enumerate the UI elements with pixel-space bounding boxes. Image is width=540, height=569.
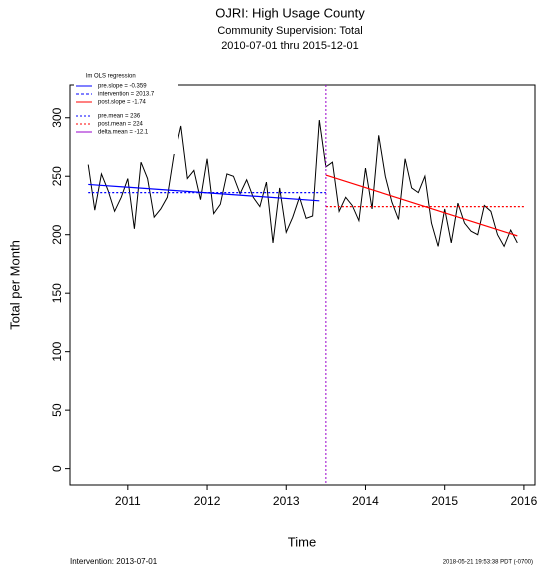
- fit-line: [88, 183, 320, 202]
- x-tick-label: 2016: [511, 494, 538, 508]
- legend-label: pre.slope = -0.359: [98, 84, 147, 90]
- y-tick-label: 200: [50, 224, 64, 244]
- legend-label: pre.mean = 236: [98, 114, 141, 120]
- y-tick-label: 0: [50, 465, 64, 472]
- legend-title: lm OLS regression: [86, 74, 136, 80]
- x-axis-label: Time: [288, 534, 316, 549]
- chart-title: OJRI: High Usage County: [215, 5, 365, 20]
- legend-label: post.slope = -1.74: [98, 100, 147, 106]
- plot-frame: [69, 84, 536, 486]
- y-tick-label: 150: [50, 283, 64, 303]
- legend-label: post.mean = 224: [98, 122, 144, 128]
- legend-label: intervention = 2013.7: [98, 92, 155, 98]
- y-tick-label: 50: [50, 403, 64, 417]
- footer-right: 2018-05-21 19:53:38 PDT (-0700): [443, 560, 533, 566]
- x-tick-label: 2014: [352, 494, 379, 508]
- x-tick-label: 2011: [115, 494, 141, 508]
- x-tick-label: 2012: [194, 494, 221, 508]
- fit-line: [325, 174, 518, 237]
- y-tick-label: 100: [50, 341, 64, 361]
- chart-subtitle: Community Supervision: Total: [217, 25, 362, 37]
- y-tick-label: 250: [50, 166, 64, 186]
- x-tick-label: 2015: [431, 494, 458, 508]
- legend-box: [74, 70, 178, 154]
- y-axis-label: Total per Month: [7, 240, 22, 330]
- y-tick-label: 300: [50, 107, 64, 127]
- date-range: 2010-07-01 thru 2015-12-01: [221, 40, 359, 52]
- legend-label: delta.mean = -12.1: [98, 130, 149, 136]
- footer-left: Intervention: 2013-07-01: [70, 557, 158, 566]
- data-line: [87, 120, 518, 248]
- x-tick-label: 2013: [273, 494, 300, 508]
